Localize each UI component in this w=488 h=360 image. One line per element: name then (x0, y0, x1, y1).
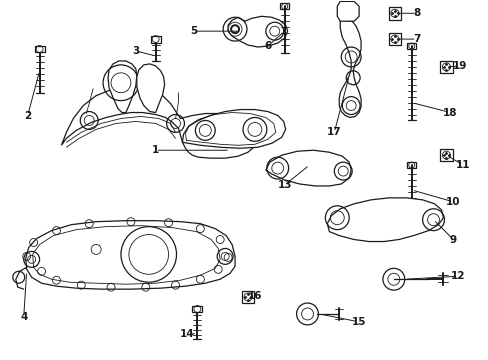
Polygon shape (326, 198, 443, 242)
Text: 8: 8 (412, 8, 419, 18)
Bar (407, 43, 415, 49)
Bar (280, 3, 288, 9)
Text: 17: 17 (326, 127, 341, 138)
Bar (407, 162, 415, 168)
Polygon shape (137, 64, 164, 113)
Text: 12: 12 (450, 271, 465, 281)
Text: 7: 7 (412, 34, 420, 44)
Text: 15: 15 (351, 317, 366, 327)
Text: 9: 9 (449, 234, 456, 244)
Polygon shape (108, 61, 137, 113)
Text: 14: 14 (180, 329, 194, 339)
Bar (439, 149, 452, 161)
Bar (388, 7, 400, 19)
Polygon shape (182, 109, 285, 148)
Text: 2: 2 (24, 111, 31, 121)
Text: 18: 18 (442, 108, 457, 117)
Bar (439, 60, 452, 73)
Text: 16: 16 (247, 291, 262, 301)
Text: 11: 11 (455, 160, 469, 170)
Bar (192, 306, 202, 312)
Text: 1: 1 (152, 145, 159, 155)
Text: 13: 13 (277, 180, 291, 190)
Polygon shape (228, 16, 287, 47)
Polygon shape (61, 87, 257, 158)
Text: 4: 4 (20, 312, 27, 322)
Bar (388, 33, 400, 45)
Bar (150, 36, 161, 42)
Text: 6: 6 (264, 41, 271, 51)
Text: 5: 5 (189, 26, 197, 36)
Bar (241, 291, 254, 303)
Polygon shape (265, 150, 350, 186)
Text: 3: 3 (132, 46, 139, 56)
Text: 19: 19 (452, 61, 467, 71)
Text: 10: 10 (445, 197, 460, 207)
Polygon shape (339, 1, 360, 117)
Bar (35, 46, 44, 53)
Polygon shape (26, 221, 235, 289)
Polygon shape (337, 1, 358, 21)
